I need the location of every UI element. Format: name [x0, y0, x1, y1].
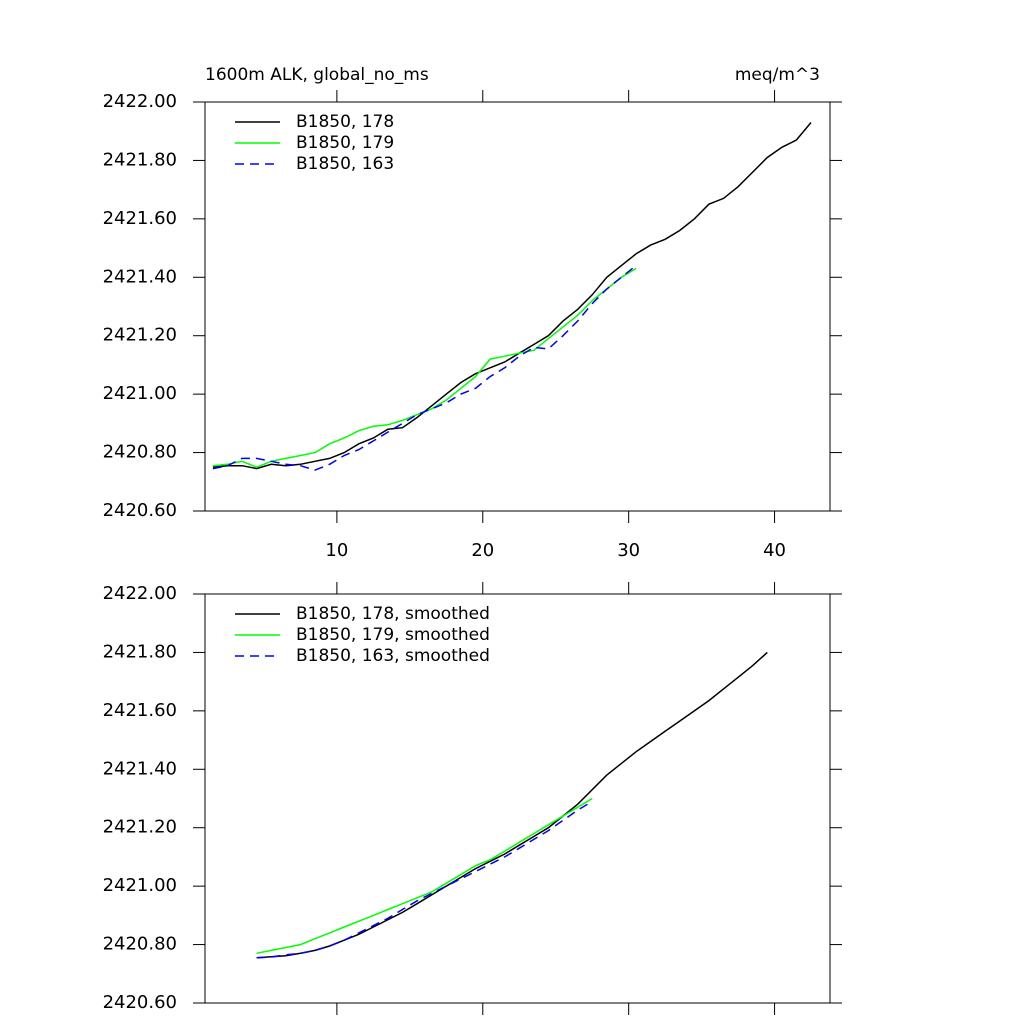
series-line — [256, 800, 593, 959]
legend-label: B1850, 178 — [296, 112, 394, 132]
series-line — [256, 797, 593, 955]
chart-title: 1600m ALK, global_no_ms — [205, 65, 429, 85]
y-tick-label: 2421.20 — [103, 325, 177, 346]
legend-label: B1850, 179, smoothed — [296, 625, 490, 645]
x-tick-label: 10 — [325, 540, 348, 561]
y-tick-label: 2421.40 — [103, 266, 177, 287]
plot-frame — [204, 101, 831, 512]
legend-label: B1850, 179 — [296, 133, 394, 153]
y-tick-label: 2421.60 — [103, 208, 177, 229]
y-tick-label: 2421.80 — [103, 149, 177, 170]
legend-label: B1850, 163 — [296, 154, 394, 174]
y-tick-label: 2421.00 — [103, 875, 177, 896]
y-tick-label: 2420.80 — [103, 442, 177, 463]
y-tick-label: 2422.00 — [103, 91, 177, 112]
x-tick-label: 30 — [617, 540, 640, 561]
x-tick-label: 20 — [471, 540, 494, 561]
y-tick-label: 2421.80 — [103, 641, 177, 662]
series-line — [256, 651, 768, 959]
y-tick-label: 2422.00 — [103, 583, 177, 604]
y-tick-label: 2420.60 — [103, 500, 177, 521]
y-tick-label: 2421.20 — [103, 817, 177, 838]
units-label: meq/m^3 — [735, 65, 820, 85]
series-line — [212, 265, 637, 471]
y-tick-label: 2420.60 — [103, 992, 177, 1013]
y-tick-label: 2421.00 — [103, 383, 177, 404]
series-line — [212, 122, 812, 470]
y-tick-label: 2421.40 — [103, 758, 177, 779]
plot-frame — [204, 593, 831, 1004]
y-tick-label: 2420.80 — [103, 934, 177, 955]
series-line — [212, 267, 637, 469]
legend-label: B1850, 163, smoothed — [296, 646, 490, 666]
y-tick-label: 2421.60 — [103, 700, 177, 721]
x-tick-label: 40 — [763, 540, 786, 561]
legend-label: B1850, 178, smoothed — [296, 604, 490, 624]
